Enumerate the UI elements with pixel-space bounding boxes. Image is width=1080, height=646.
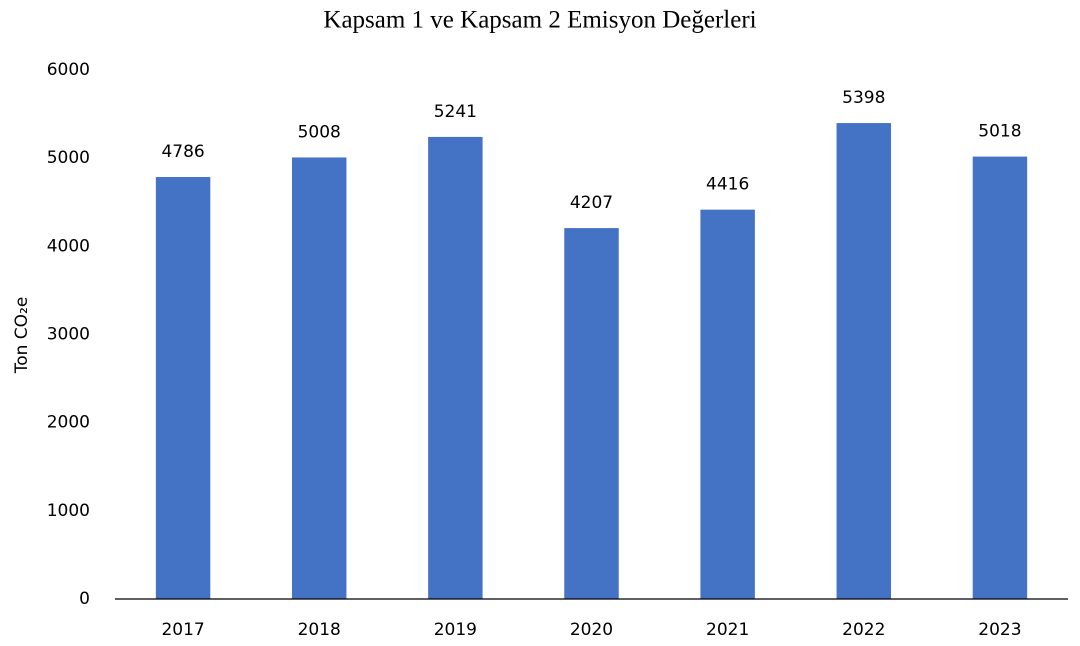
bar: [972, 156, 1028, 600]
x-tick-label: 2017: [161, 620, 204, 640]
data-label: 4207: [570, 193, 613, 213]
bar: [564, 228, 619, 600]
x-tick-label: 2022: [842, 620, 885, 640]
chart-title: Kapsam 1 ve Kapsam 2 Emisyon Değerleri: [323, 7, 756, 34]
x-tick-label: 2023: [978, 620, 1021, 640]
data-label: 4416: [706, 175, 749, 195]
x-tick-label: 2018: [298, 620, 341, 640]
y-tick-label: 5000: [47, 148, 90, 168]
data-label: 5018: [978, 122, 1021, 142]
data-label: 5008: [298, 122, 341, 142]
y-tick-label: 6000: [47, 60, 90, 80]
bar: [291, 157, 347, 599]
x-tick-label: 2019: [434, 620, 477, 640]
x-tick-label: 2020: [570, 620, 613, 640]
bar: [836, 123, 892, 600]
y-tick-label: 3000: [47, 325, 90, 345]
y-tick-label: 4000: [47, 236, 90, 256]
y-tick-label: 1000: [47, 501, 90, 521]
bar: [700, 209, 755, 599]
data-label: 5398: [842, 88, 885, 108]
y-tick-label: 2000: [47, 413, 90, 433]
bar: [155, 177, 211, 599]
y-axis-label: Ton CO₂e: [12, 297, 32, 375]
x-tick-label: 2021: [706, 620, 749, 640]
y-tick-label: 0: [79, 589, 90, 609]
data-label: 5241: [434, 102, 477, 122]
data-label: 4786: [161, 142, 204, 162]
bar: [428, 136, 483, 599]
